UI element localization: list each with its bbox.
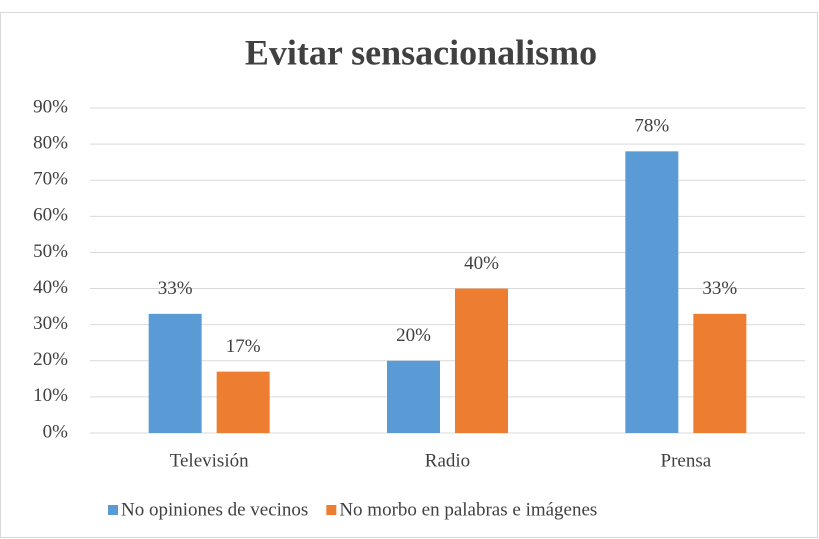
legend-label: No opiniones de vecinos — [121, 499, 308, 520]
bar — [148, 313, 202, 433]
y-tick-label: 80% — [33, 132, 68, 153]
bar — [625, 151, 679, 434]
y-tick-label: 50% — [33, 241, 68, 262]
data-label: 33% — [158, 278, 193, 299]
data-label: 33% — [702, 278, 737, 299]
y-tick-label: 10% — [33, 385, 68, 406]
y-tick-label: 30% — [33, 313, 68, 334]
legend-swatch — [326, 505, 337, 515]
y-tick-label: 0% — [43, 421, 69, 442]
data-label: 78% — [634, 116, 669, 137]
data-label: 20% — [396, 325, 431, 346]
x-tick-label: Televisión — [170, 450, 249, 471]
legend-swatch — [108, 505, 118, 515]
chart-title: Evitar sensacionalismo — [245, 32, 597, 72]
y-tick-label: 40% — [33, 277, 68, 298]
bar — [387, 360, 440, 433]
chart-border — [0, 12, 818, 538]
x-tick-label: Radio — [425, 450, 470, 471]
y-tick-label: 90% — [33, 96, 68, 117]
legend-label: No morbo en palabras e imágenes — [339, 499, 597, 520]
bar — [455, 288, 508, 433]
y-tick-label: 70% — [33, 169, 68, 190]
data-label: 40% — [464, 253, 499, 274]
y-tick-label: 60% — [33, 205, 68, 226]
x-tick-label: Prensa — [661, 450, 712, 471]
bar — [216, 371, 270, 433]
data-label: 17% — [226, 336, 261, 357]
bar — [693, 313, 747, 433]
y-tick-label: 20% — [33, 349, 68, 370]
